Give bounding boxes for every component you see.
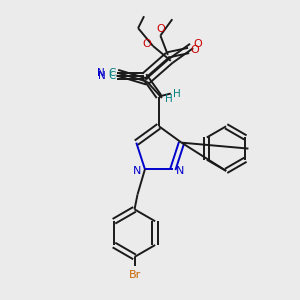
Text: H: H	[165, 94, 172, 104]
Text: O: O	[194, 40, 203, 50]
Text: N: N	[176, 166, 184, 176]
Text: O: O	[191, 45, 200, 56]
Text: N: N	[133, 166, 142, 176]
Text: C: C	[108, 68, 116, 78]
Text: H: H	[173, 88, 181, 98]
Text: C: C	[108, 71, 116, 81]
Text: N: N	[97, 68, 105, 78]
Text: N: N	[98, 71, 106, 81]
Text: Br: Br	[128, 270, 141, 280]
Text: O: O	[143, 40, 152, 50]
Text: O: O	[156, 24, 165, 34]
